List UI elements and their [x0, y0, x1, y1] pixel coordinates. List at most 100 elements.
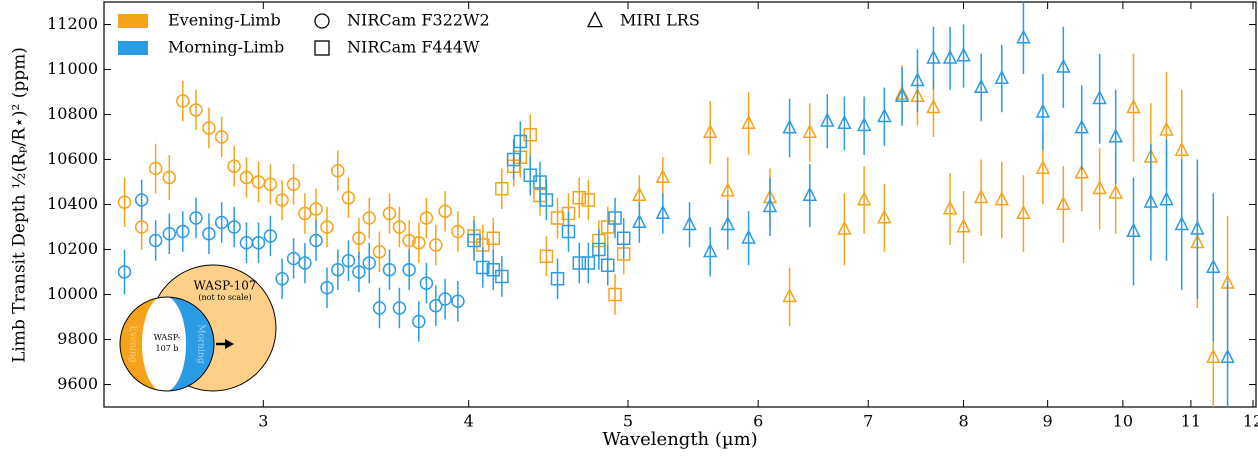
morning-label: Morning	[196, 324, 206, 363]
marker-circle	[162, 170, 177, 185]
planet-label-box: WASP-107 b	[153, 333, 181, 353]
legend-label: Evening-Limb	[168, 11, 281, 30]
marker-triangle	[1016, 29, 1031, 44]
marker-triangle	[655, 168, 671, 184]
marker-circle	[309, 233, 323, 248]
marker-circle	[341, 191, 356, 205]
marker-circle	[392, 301, 407, 315]
marker-circle	[429, 238, 443, 252]
marker-circle	[412, 314, 426, 329]
x-tick-label: 3	[258, 412, 268, 431]
marker-square	[467, 233, 481, 248]
marker-circle	[382, 206, 397, 221]
marker-triangle	[762, 197, 778, 213]
marker-circle	[227, 220, 241, 234]
marker-square	[550, 211, 565, 225]
y-tick-label: 10000	[47, 284, 98, 303]
marker-square	[561, 224, 576, 239]
marker-square	[476, 260, 490, 275]
marker-circle	[239, 170, 254, 185]
legend-swatch	[118, 41, 148, 55]
y-tick-label: 11200	[47, 14, 98, 33]
marker-triangle	[702, 242, 718, 258]
marker-triangle	[1035, 103, 1051, 118]
planet-label: WASP-107 b	[153, 333, 181, 353]
marker-circle	[352, 265, 366, 279]
y-tick-label: 10400	[47, 194, 98, 213]
marker-triangle	[926, 98, 941, 114]
marker-square	[550, 272, 565, 286]
y-tick-label: 10200	[47, 239, 98, 258]
y-tick-label: 11000	[47, 59, 98, 78]
marker-circle	[202, 121, 216, 135]
marker-circle	[214, 215, 229, 230]
marker-triangle	[820, 112, 835, 127]
marker-circle	[189, 103, 203, 117]
marker-triangle	[973, 188, 989, 204]
motion-arrow-head	[225, 339, 234, 349]
marker-triangle	[942, 49, 958, 64]
marker-circle	[402, 263, 416, 277]
legend-label: NIRCam F444W	[347, 38, 480, 57]
marker-circle	[298, 206, 312, 221]
marker-triangle	[856, 116, 872, 132]
marker-circle	[341, 254, 356, 268]
marker-circle	[286, 251, 301, 266]
marker-triangle	[632, 213, 647, 229]
plot-frame	[103, 1, 1257, 408]
marker-square	[572, 191, 587, 205]
marker-square	[572, 256, 587, 270]
legend-swatch	[118, 14, 148, 28]
x-tick-label: 10	[1113, 412, 1133, 431]
legend-label: NIRCam F322W2	[347, 11, 490, 30]
marker-circle	[362, 256, 377, 270]
marker-circle	[227, 159, 241, 173]
marker-square	[608, 211, 622, 225]
marker-triangle	[1206, 258, 1221, 274]
marker-triangle	[1190, 220, 1205, 235]
marker-triangle	[1126, 222, 1141, 238]
marker-circle	[162, 227, 177, 241]
marker-circle	[438, 204, 452, 218]
x-tick-label: 7	[863, 412, 873, 431]
legend: Evening-Limb Morning-Limb NIRCam F322W2 NIR…	[118, 11, 700, 57]
marker-triangle	[877, 107, 892, 123]
marker-triangle	[682, 215, 697, 231]
marker-circle	[451, 294, 465, 308]
x-tick-label: 11	[1181, 412, 1201, 431]
marker-triangle	[720, 215, 735, 231]
marker-circle	[117, 195, 132, 209]
marker-circle	[372, 245, 387, 259]
marker-triangle	[720, 182, 735, 197]
marker-triangle	[655, 204, 671, 220]
marker-triangle	[956, 47, 971, 62]
marker-square	[539, 193, 554, 207]
marker-circle	[419, 276, 434, 290]
marker-circle	[392, 220, 407, 234]
marker-circle	[275, 272, 289, 286]
marker-square	[581, 256, 596, 270]
marker-circle	[202, 227, 216, 241]
legend-label: Morning-Limb	[168, 38, 284, 57]
marker-circle	[148, 161, 163, 176]
marker-circle	[372, 301, 387, 315]
marker-triangle	[1159, 191, 1174, 206]
marker-triangle	[837, 114, 852, 130]
marker-triangle	[1092, 89, 1107, 105]
marker-circle	[412, 236, 426, 250]
marker-triangle	[1108, 184, 1123, 199]
legend-label: MIRI LRS	[620, 11, 700, 30]
marker-triangle	[782, 119, 797, 134]
marker-circle	[148, 233, 163, 248]
marker-triangle	[910, 71, 925, 87]
marker-circle	[134, 193, 149, 207]
planet-core	[142, 297, 186, 391]
marker-triangle	[1016, 204, 1031, 220]
evening-label: Evening	[128, 325, 138, 362]
marker-circle	[275, 193, 289, 207]
marker-triangle	[942, 200, 958, 215]
marker-triangle	[837, 220, 852, 235]
marker-triangle	[994, 69, 1009, 85]
marker-circle	[352, 231, 366, 245]
